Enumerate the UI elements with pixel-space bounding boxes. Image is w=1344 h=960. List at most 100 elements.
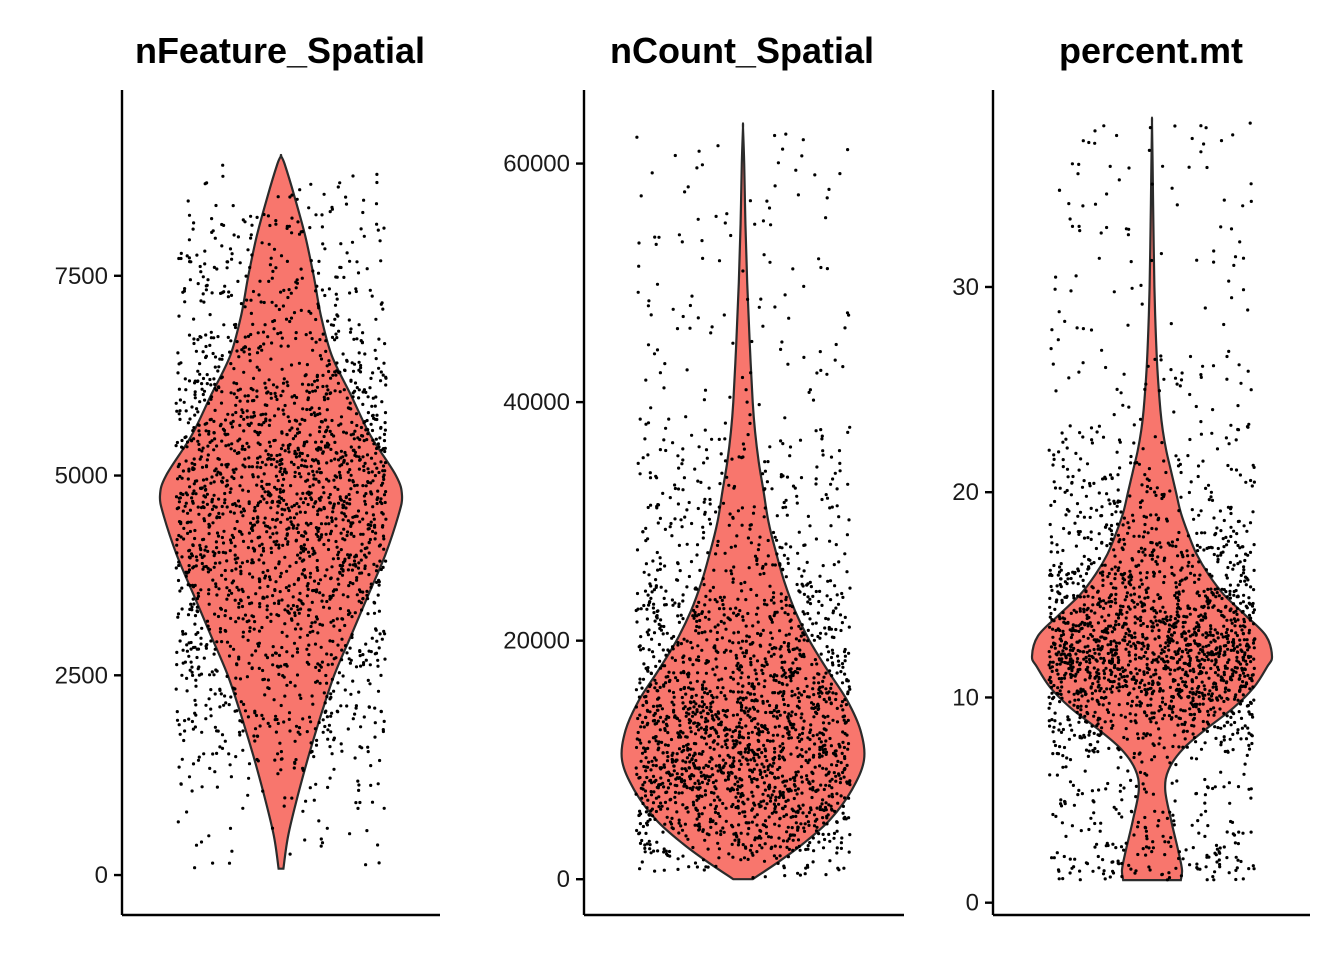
data-point	[339, 422, 343, 426]
data-point	[700, 752, 704, 756]
data-point	[269, 546, 273, 550]
data-point	[653, 756, 657, 760]
data-point	[289, 316, 294, 320]
data-point	[279, 447, 284, 451]
data-point	[288, 195, 292, 199]
data-point	[351, 391, 355, 395]
data-point	[756, 548, 761, 552]
data-point	[207, 697, 211, 701]
data-point	[321, 242, 325, 246]
data-point	[235, 395, 239, 400]
data-point	[273, 391, 277, 395]
data-point	[228, 490, 232, 494]
data-point	[374, 395, 378, 399]
data-point	[795, 792, 799, 796]
data-point	[269, 463, 274, 467]
data-point	[265, 608, 269, 612]
data-point	[214, 505, 218, 509]
data-point	[812, 849, 816, 853]
data-point	[324, 532, 328, 536]
data-point	[831, 691, 835, 695]
data-point	[744, 706, 748, 710]
data-point	[1192, 736, 1197, 740]
data-point	[756, 709, 760, 713]
data-point	[318, 578, 323, 582]
data-point	[192, 489, 196, 493]
data-point	[228, 826, 233, 831]
data-point	[362, 234, 366, 238]
data-point	[381, 307, 385, 311]
data-point	[213, 469, 217, 473]
data-point	[342, 512, 346, 516]
data-point	[293, 474, 297, 479]
data-point	[305, 440, 309, 444]
data-point	[661, 632, 665, 636]
data-point	[193, 725, 197, 729]
data-point	[286, 506, 290, 510]
data-point	[381, 512, 385, 516]
data-point	[327, 287, 331, 291]
data-point	[830, 674, 834, 678]
data-point	[181, 648, 185, 652]
data-point	[697, 658, 701, 663]
data-point	[798, 753, 802, 757]
data-point	[708, 760, 712, 764]
data-point	[262, 472, 266, 476]
data-point	[758, 805, 762, 809]
data-point	[333, 317, 337, 321]
data-point	[376, 442, 380, 446]
data-point	[784, 603, 788, 607]
data-point	[777, 754, 781, 758]
data-point	[698, 794, 702, 798]
data-point	[1202, 652, 1206, 657]
data-point	[838, 745, 842, 749]
data-point	[237, 355, 241, 359]
data-point	[791, 267, 795, 271]
data-point	[808, 580, 812, 585]
data-point	[364, 492, 368, 496]
data-point	[378, 500, 383, 504]
data-point	[227, 861, 232, 865]
data-point	[1217, 594, 1221, 598]
data-point	[245, 409, 249, 413]
data-point	[241, 806, 245, 810]
data-point	[643, 589, 648, 593]
data-point	[834, 342, 838, 347]
data-point	[723, 551, 727, 555]
data-point	[216, 457, 220, 461]
data-point	[185, 676, 189, 681]
data-point	[1107, 571, 1111, 576]
data-point	[261, 546, 265, 551]
data-point	[239, 572, 243, 576]
data-point	[1140, 302, 1144, 306]
data-point	[635, 620, 639, 624]
data-point	[1071, 474, 1075, 479]
data-point	[247, 531, 251, 535]
y-tick-label: 7500	[55, 263, 108, 290]
data-point	[689, 681, 693, 685]
data-point	[367, 649, 371, 653]
data-point	[708, 522, 713, 526]
data-point	[325, 568, 329, 572]
data-point	[677, 733, 681, 737]
data-point	[177, 723, 181, 727]
data-point	[1178, 384, 1182, 388]
data-point	[711, 667, 715, 671]
data-point	[1196, 549, 1200, 553]
data-point	[333, 474, 337, 478]
data-point	[269, 392, 273, 396]
data-point	[253, 429, 257, 433]
data-point	[277, 495, 281, 499]
data-point	[1206, 483, 1211, 487]
data-point	[274, 222, 278, 226]
data-point	[832, 563, 836, 567]
data-point	[667, 670, 671, 674]
data-point	[799, 775, 804, 779]
data-point	[680, 777, 684, 781]
data-point	[1227, 871, 1231, 875]
data-point	[767, 835, 771, 839]
data-point	[755, 777, 759, 782]
data-point	[846, 718, 850, 723]
data-point	[228, 247, 233, 251]
